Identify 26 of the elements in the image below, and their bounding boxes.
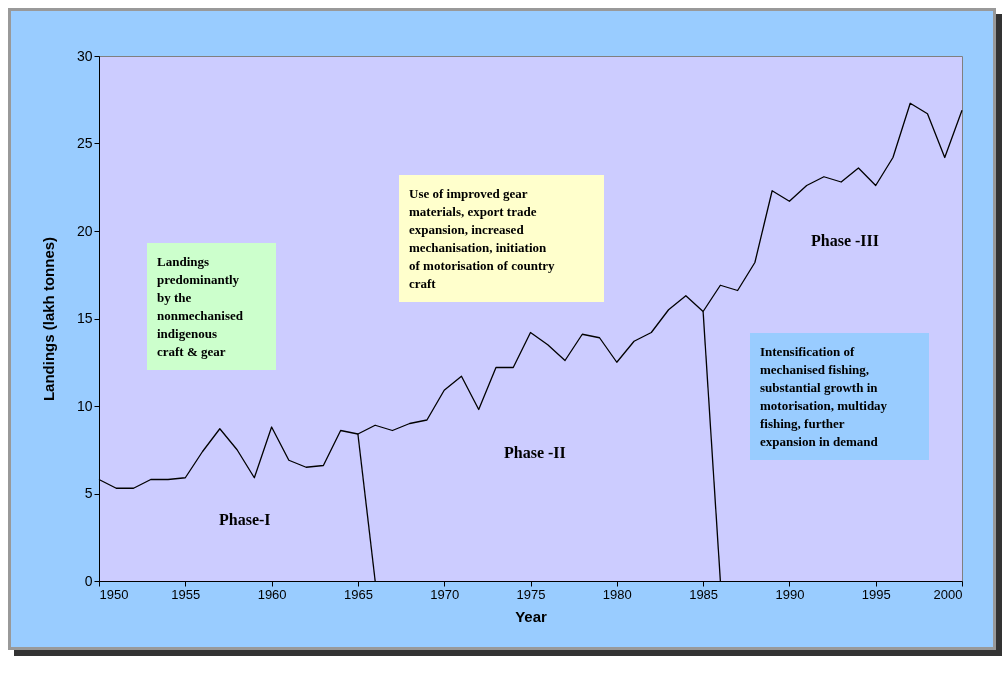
y-tick-label: 25 — [76, 135, 93, 151]
x-tick-label: 1985 — [689, 586, 719, 602]
y-tick-label: 20 — [76, 222, 93, 239]
y-tick-label: 10 — [76, 397, 93, 414]
y-tick-label: 30 — [76, 47, 93, 64]
x-tick-label: 1960 — [257, 586, 287, 602]
x-tick-label: 1990 — [775, 586, 805, 602]
x-tick-label: 1975 — [516, 586, 546, 602]
y-tick-label: 0 — [84, 572, 93, 589]
text-box: Intensification of mechanised fishing, substantial growth in motorisation, multiday fishing, further expansion in demand — [750, 333, 929, 460]
x-tick-label: 1970 — [430, 586, 460, 602]
x-tick-label: 2000 — [933, 586, 963, 602]
y-axis-title: Landings (lakh tonnes) — [39, 236, 57, 402]
x-tick-label: 1955 — [171, 586, 201, 602]
x-axis-title: Year — [515, 607, 548, 625]
text-box: Use of improved gear materials, export trade expansion, increased mechanisation, initiation of motorisation of country craft — [399, 175, 604, 302]
annotation: Phase-I — [219, 511, 271, 528]
x-tick-label: 1950 — [99, 586, 129, 602]
y-tick-label: 5 — [84, 485, 93, 501]
x-tick-label: 1980 — [602, 586, 632, 602]
y-tick-label: 15 — [76, 310, 93, 326]
text-box: Landings predominantly by the nonmechanised indigenous craft & gear — [147, 243, 276, 370]
x-tick-label: 1965 — [343, 586, 373, 602]
x-tick-label: 1995 — [861, 586, 891, 602]
annotation: Phase -II — [504, 444, 566, 461]
annotation: Phase -III — [811, 232, 880, 249]
